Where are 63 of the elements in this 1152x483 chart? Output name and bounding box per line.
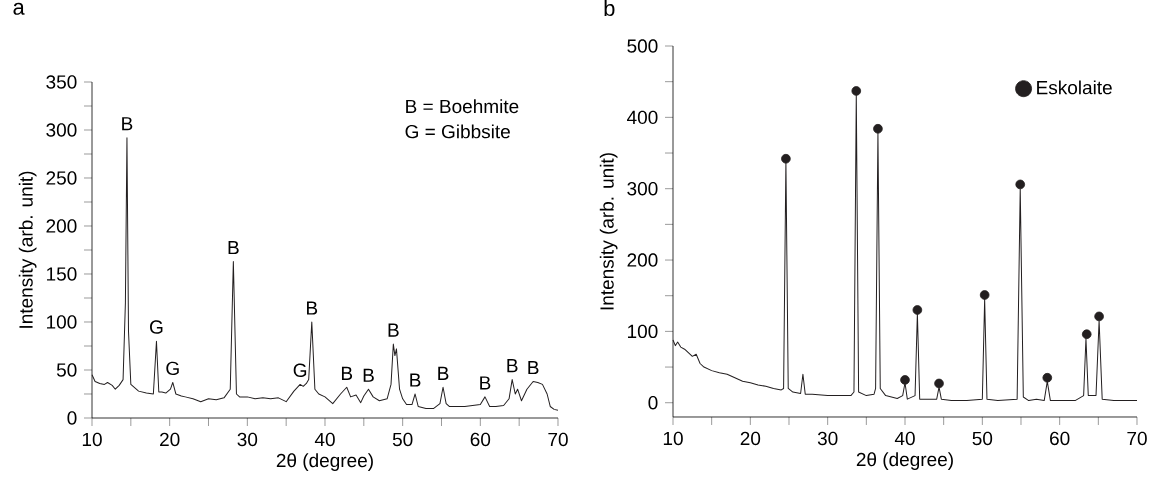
y-axis-title: Intensity (arb. unit)	[18, 171, 37, 328]
line-series	[91, 137, 559, 411]
point	[1015, 179, 1026, 190]
y-tick-label: 100	[628, 324, 658, 339]
x-tick-label: 30	[817, 431, 838, 446]
y-tick-label: 200	[627, 253, 658, 267]
point	[1042, 372, 1053, 383]
y-tick-label: 50	[56, 363, 77, 377]
x-tick-label: 40	[894, 431, 915, 446]
annotation: B = Boehmite	[406, 99, 519, 114]
annotation: B	[341, 366, 353, 380]
annotation: B	[388, 323, 399, 337]
annotation: G	[150, 320, 163, 334]
x-tick-label: 70	[548, 432, 568, 447]
y-tick-label: 250	[46, 171, 77, 185]
y-tick-label: 400	[627, 110, 658, 125]
y-tick-label: 300	[46, 123, 77, 137]
x-tick-label: 20	[740, 431, 761, 446]
legend-label: Eskolaite	[1037, 80, 1112, 95]
annotation: G	[166, 361, 179, 376]
annotation: B	[528, 361, 539, 375]
x-tick-label: 60	[470, 432, 491, 447]
annotation: B	[410, 373, 421, 387]
y-tick-label: 500	[627, 39, 658, 53]
y-axis-title: Intensity (arb. unit)	[599, 153, 618, 310]
x-tick-label: 30	[237, 432, 258, 447]
y-tick-label: 300	[627, 181, 658, 196]
x-tick-label: 10	[82, 432, 102, 447]
annotation: B	[438, 366, 449, 380]
x-tick-label: 50	[972, 431, 993, 446]
point	[912, 305, 923, 315]
point	[1081, 329, 1092, 340]
x-tick-label: 50	[392, 432, 413, 447]
x-tick-label: 70	[1127, 431, 1147, 446]
point	[851, 86, 862, 96]
x-tick-label: 40	[314, 432, 335, 447]
annotation: B	[122, 117, 133, 131]
annotation: B	[228, 241, 239, 255]
annotation: G	[293, 363, 307, 377]
x-tick-label: 20	[160, 432, 180, 447]
x-axis-title: 2θ (degree)	[856, 452, 953, 470]
chart-title: b	[604, 0, 615, 17]
annotation: B	[363, 368, 374, 382]
annotation: B	[480, 376, 491, 390]
point	[934, 378, 944, 389]
x-tick-label: 10	[663, 431, 683, 446]
point	[1094, 311, 1104, 322]
y-tick-label: 0	[67, 411, 77, 425]
y-tick-label: 100	[47, 315, 77, 329]
point	[900, 375, 910, 385]
y-tick-label: 0	[648, 396, 658, 410]
annotation: B	[307, 301, 318, 315]
x-axis-title: 2θ (degree)	[276, 453, 373, 471]
annotation: B	[507, 359, 518, 373]
y-tick-label: 350	[46, 75, 77, 89]
chart-title: a	[13, 2, 25, 15]
y-tick-label: 150	[47, 267, 77, 281]
point	[873, 123, 883, 134]
annotation: G = Gibbsite	[405, 124, 510, 139]
point	[979, 290, 990, 300]
point	[781, 153, 791, 164]
x-tick-label: 60	[1050, 431, 1070, 446]
y-tick-label: 200	[46, 219, 77, 233]
